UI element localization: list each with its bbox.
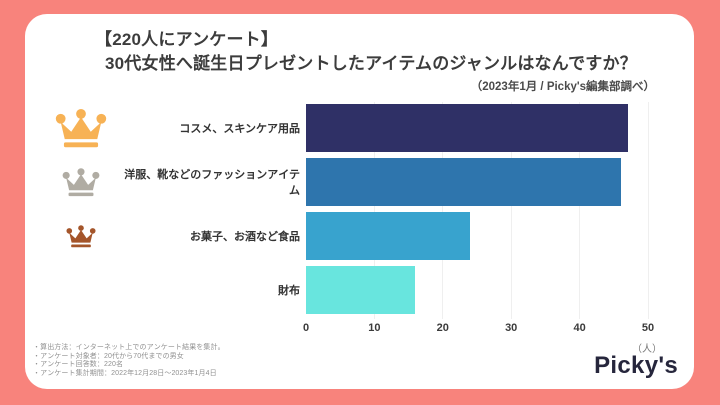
bar-track: [306, 104, 648, 152]
gold-crown-icon: [55, 108, 107, 147]
x-axis-tick-label: 20: [436, 322, 449, 334]
x-axis-tick-label: 10: [368, 322, 381, 334]
gridline: [647, 102, 649, 319]
x-axis-ticks: 0 10 20 30 40 50: [25, 322, 694, 336]
bar: [306, 266, 416, 314]
gridline: [373, 102, 375, 319]
gridline: [442, 102, 444, 319]
bar: [306, 104, 628, 152]
bronze-crown-icon: [66, 224, 96, 247]
chart-row: 財布: [25, 266, 694, 314]
category-label: 洋服、靴などのファッションアイテム: [124, 169, 300, 197]
x-axis-unit-label: （人）: [632, 344, 662, 355]
rank-cell: [43, 167, 119, 197]
gridline: [510, 102, 512, 319]
title-line-2: 30代女性へ誕生日プレゼントしたアイテムのジャンルはなんですか？: [105, 54, 637, 73]
page-title: 【220人にアンケート】 30代女性へ誕生日プレゼントしたアイテムのジャンルはな…: [95, 28, 637, 76]
category-label: 財布: [278, 285, 300, 297]
x-axis-tick-label: 40: [573, 322, 586, 334]
x-axis-tick-label: 0: [302, 322, 310, 334]
bar-chart: コスメ、スキンケア用品洋服、靴などのファッションアイテムお菓子、お酒など食品財布: [25, 104, 694, 320]
footnote-line: ・アンケート対象者：20代から70代までの男女: [33, 352, 184, 360]
footnote-line: ・アンケート集計期間：2022年12月28日～2023年1月4日: [33, 369, 217, 377]
x-axis-tick-label: 30: [505, 322, 518, 334]
survey-source-subtitle: （2023年1月 / Picky's編集部調べ）: [470, 81, 655, 93]
chart-row: コスメ、スキンケア用品: [25, 104, 694, 152]
rank-cell: [43, 224, 119, 248]
silver-crown-icon: [62, 167, 100, 196]
category-label: コスメ、スキンケア用品: [179, 123, 300, 135]
footnote-line: ・アンケート回答数：220名: [33, 361, 124, 369]
chart-gridlines: [306, 102, 649, 319]
survey-footnotes: ・算出方法：インターネット上でのアンケート結果を集計。 ・アンケート対象者：20…: [33, 344, 225, 378]
infographic-card: 【220人にアンケート】 30代女性へ誕生日プレゼントしたアイテムのジャンルはな…: [25, 14, 694, 389]
pickys-logo: Picky's: [594, 352, 678, 379]
bar-track: [306, 158, 648, 206]
x-axis-tick-label: 50: [641, 322, 655, 334]
chart-row: 洋服、靴などのファッションアイテム: [25, 158, 694, 206]
footnote-line: ・算出方法：インターネット上でのアンケート結果を集計。: [33, 344, 225, 351]
category-label: お菓子、お酒など食品: [190, 231, 300, 243]
bar: [306, 212, 471, 260]
chart-row: お菓子、お酒など食品: [25, 212, 694, 260]
bar: [306, 158, 621, 206]
rank-cell: [43, 108, 119, 148]
title-line-1: 【220人にアンケート】: [95, 30, 279, 49]
bar-track: [306, 266, 648, 314]
bar-track: [306, 212, 648, 260]
gridline: [579, 102, 581, 319]
